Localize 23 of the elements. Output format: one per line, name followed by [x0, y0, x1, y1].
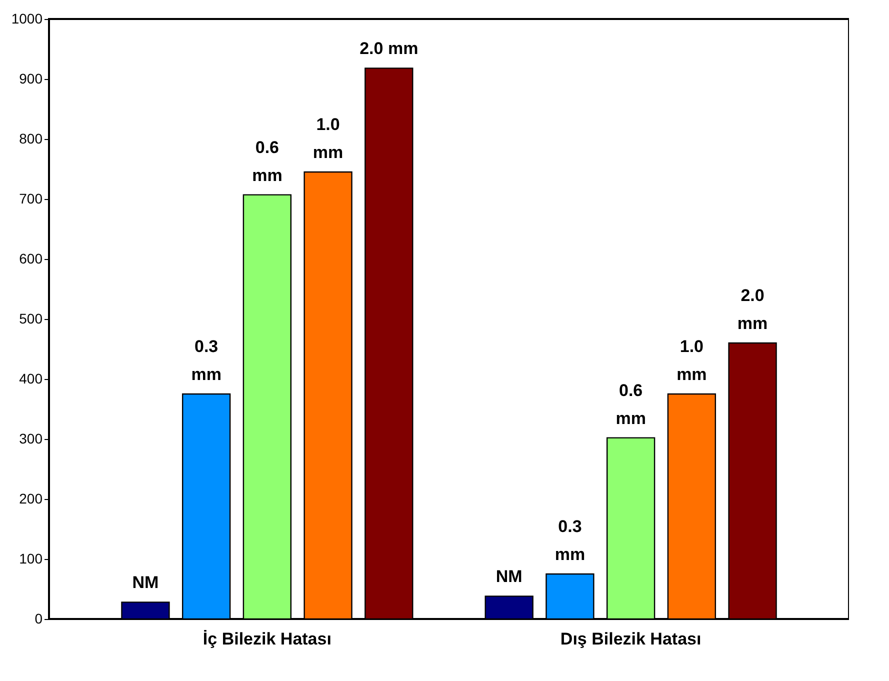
y-tick-label: 800	[19, 130, 43, 146]
series-label: 0.6 mm	[252, 138, 282, 185]
series-label: 1.0 mm	[312, 115, 344, 162]
series-label: NM	[132, 573, 159, 592]
x-tick-label: İç Bilezik Hatası	[202, 630, 332, 648]
text: 2.0 mm	[360, 39, 418, 58]
y-tick-label: 100	[19, 550, 43, 566]
y-tick-label: 900	[19, 70, 43, 86]
text: NM	[496, 567, 522, 586]
series-label: 0.3 mm	[191, 337, 222, 384]
y-tick-label: 400	[19, 370, 43, 386]
text: 0.3 mm	[554, 517, 586, 564]
y-tick-label: 0	[34, 610, 43, 626]
y-tick-label: 300	[19, 430, 43, 446]
y-tick-label: 200	[19, 490, 43, 506]
text: 1.0 mm	[676, 337, 707, 384]
y-tick-label: 700	[19, 190, 43, 206]
y-tick-label: 1000	[11, 10, 43, 26]
y-tick-label: 600	[19, 250, 43, 266]
y-tick-label: 500	[19, 310, 43, 326]
series-label: 2.0 mm	[737, 286, 768, 333]
x-tick-label: Dış Bilezik Hatası	[560, 630, 702, 648]
text: 0.6 mm	[616, 380, 646, 428]
